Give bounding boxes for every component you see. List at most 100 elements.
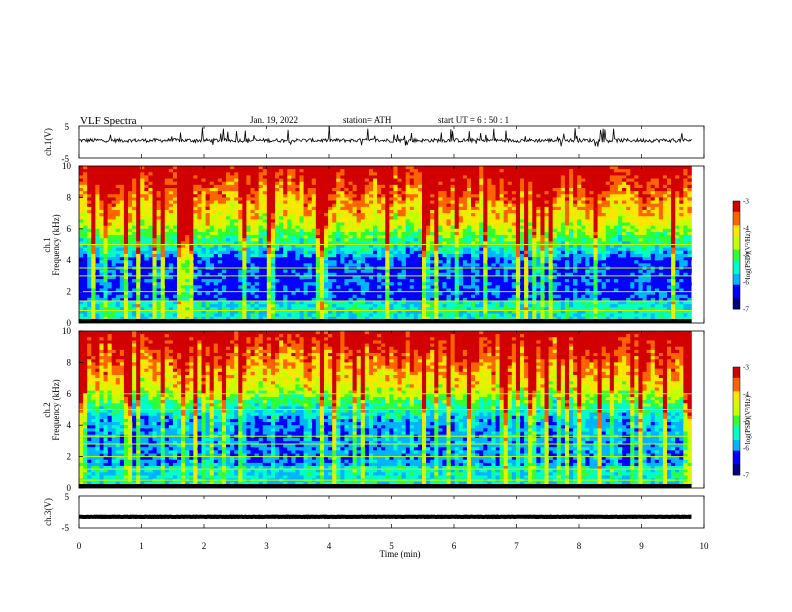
spectrogram-cell: [115, 253, 121, 258]
spectrogram-cell: [393, 169, 398, 173]
spectrogram-cell: [356, 191, 362, 195]
spectrogram-cell: [520, 219, 525, 223]
spectrogram-cell: [385, 257, 390, 261]
spectrogram-cell: [413, 231, 419, 236]
spectrogram-cell: [201, 244, 206, 248]
spectrogram-cell: [438, 231, 443, 236]
spectrogram-cell: [397, 222, 402, 226]
spectrogram-cell: [507, 203, 513, 208]
spectrogram-cell: [491, 169, 496, 173]
spectrogram-cell: [156, 169, 161, 173]
spectrogram-cell: [593, 263, 598, 267]
spectrogram-cell: [687, 238, 692, 242]
spectrogram-cell: [213, 184, 219, 189]
spectrogram-cell: [368, 191, 374, 195]
spectrogram-cell: [148, 228, 153, 233]
spectrogram-cell: [287, 200, 292, 204]
spectrogram-cell: [79, 166, 84, 170]
spectrogram-cell: [87, 238, 92, 242]
spectrogram-cell: [283, 175, 288, 179]
spectrogram-cell: [524, 272, 529, 277]
spectrogram-cell: [679, 181, 684, 186]
spectrogram-cell: [185, 181, 190, 186]
spectrogram-cell: [221, 181, 227, 186]
spectrogram-cell: [95, 241, 100, 245]
spectrogram-cell: [246, 244, 251, 248]
spectrogram-cell: [471, 244, 476, 248]
spectrogram-cell: [324, 269, 329, 274]
spectrogram-cell: [177, 238, 182, 242]
spectrogram-cell: [422, 209, 427, 214]
spectrogram-cell: [573, 260, 578, 264]
spectrogram-cell: [172, 247, 178, 252]
spectrogram-cell: [593, 260, 598, 264]
spectrogram-cell: [626, 231, 631, 236]
spectrogram-cell: [589, 216, 594, 220]
spectrogram-cell: [303, 241, 308, 245]
spectrogram-cell: [658, 263, 664, 267]
spectrogram-cell: [262, 206, 268, 211]
spectrogram-cell: [111, 216, 117, 220]
spectrogram-cell: [115, 203, 121, 208]
spectrogram-cell: [377, 175, 382, 179]
spectrogram-cell: [115, 244, 121, 248]
spectrogram-cell: [181, 260, 186, 264]
spectrogram-cell: [364, 197, 370, 201]
spectrogram-cell: [471, 178, 476, 182]
spectrogram-cell: [217, 191, 223, 195]
spectrogram-cell: [193, 191, 198, 195]
spectrogram-cell: [532, 260, 537, 264]
spectrogram-cell: [328, 235, 333, 239]
spectrogram-cell: [144, 235, 149, 239]
spectrogram-cell: [634, 244, 639, 248]
spectrogram-cell: [119, 244, 125, 248]
spectrogram-cell: [377, 194, 382, 198]
spectrogram-cell: [548, 166, 553, 170]
spectrogram-cell: [315, 219, 321, 223]
spectrogram-cell: [466, 166, 472, 170]
spectrogram-cell: [368, 253, 374, 258]
spectrogram-cell: [560, 213, 566, 217]
spectrogram-cell: [234, 228, 239, 233]
spectrogram-cell: [487, 200, 492, 204]
spectrogram-cell: [205, 257, 210, 261]
spectrogram-cell: [311, 166, 317, 170]
spectrogram-cell: [123, 209, 129, 214]
spectrogram-cell: [405, 225, 411, 230]
spectrogram-cell: [230, 178, 235, 182]
spectrogram-cell: [601, 166, 607, 170]
spectrogram-cell: [348, 166, 353, 170]
spectrogram-cell: [136, 172, 141, 176]
spectrogram-cell: [515, 263, 521, 267]
spectrogram-cell: [413, 225, 419, 230]
spectrogram-cell: [213, 244, 219, 248]
spectrogram-cell: [413, 222, 419, 226]
spectrogram-cell: [111, 250, 117, 255]
spectrogram-cell: [352, 219, 357, 223]
spectrogram-cell: [279, 244, 284, 248]
spectrogram-cell: [609, 213, 615, 217]
spectrogram-cell: [262, 169, 268, 173]
spectrogram-cell: [405, 241, 411, 245]
spectrogram-cell: [507, 213, 513, 217]
spectrogram-cell: [152, 222, 157, 226]
spectrogram-cell: [573, 213, 578, 217]
spectrogram-cell: [377, 172, 382, 176]
spectrogram-cell: [254, 166, 259, 170]
spectrogram-cell: [119, 187, 125, 192]
spectrogram-cell: [91, 228, 96, 233]
spectrogram-cell: [234, 241, 239, 245]
spectrogram-cell: [217, 206, 223, 211]
spectrogram-cell: [515, 238, 521, 242]
spectrogram-cell: [201, 194, 206, 198]
spectrogram-cell: [148, 231, 153, 236]
spectrogram-cell: [217, 184, 223, 189]
spectrogram-cell: [397, 187, 402, 192]
spectrogram-cell: [458, 247, 464, 252]
spectrogram-cell: [393, 175, 398, 179]
spectrogram-cell: [230, 206, 235, 211]
spectrogram-cell: [626, 219, 631, 223]
spectrogram-cell: [630, 235, 635, 239]
spectrogram-cell: [605, 209, 611, 214]
spectrogram-cell: [577, 197, 582, 201]
